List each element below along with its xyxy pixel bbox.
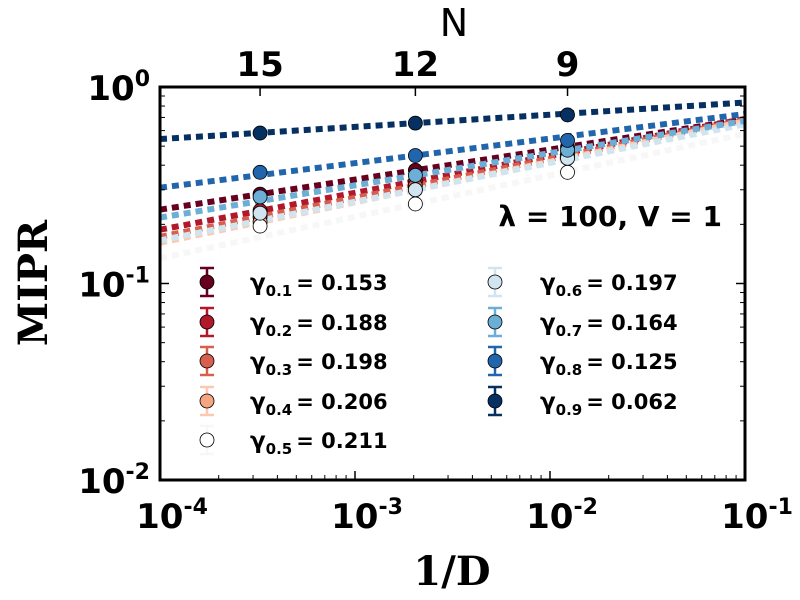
top-axis-title: N — [440, 1, 468, 45]
tick-labels: 10-4 10-3 10-2 10-1 100 10-1 10-2 15 12 9 — [78, 45, 793, 537]
legend-item: γ0.7 = 0.164 — [487, 306, 678, 340]
annotation: λ = 100, V = 1 — [498, 200, 722, 233]
legend: γ0.1 = 0.153 γ0.2 = 0.188 γ0.3 = 0.198 γ0.4 = 0… — [199, 266, 678, 458]
data-point — [407, 148, 423, 163]
legend-item: γ0.6 = 0.197 — [487, 266, 678, 300]
data-point — [252, 189, 268, 205]
fit-line-5 — [160, 130, 745, 262]
top-tick-label: 15 — [236, 45, 283, 85]
legend-item: γ0.1 = 0.153 — [199, 266, 388, 300]
legend-marker — [199, 353, 215, 369]
data-point — [407, 196, 423, 212]
data-point — [560, 107, 575, 123]
y-tick-label: 10-2 — [78, 460, 150, 502]
legend-label: γ0.8 = 0.125 — [540, 349, 678, 379]
legend-marker — [487, 314, 503, 330]
legend-item: γ0.2 = 0.188 — [199, 306, 388, 340]
legend-item: γ0.5 = 0.211 — [199, 424, 388, 458]
legend-label: γ0.9 = 0.062 — [540, 389, 678, 419]
data-point — [407, 167, 423, 183]
legend-marker — [487, 353, 503, 369]
legend-marker — [199, 432, 215, 448]
data-point — [407, 182, 423, 198]
top-tick-label: 12 — [392, 45, 439, 85]
legend-item: γ0.9 = 0.062 — [487, 385, 678, 419]
legend-label: γ0.7 = 0.164 — [540, 310, 678, 340]
legend-item: γ0.3 = 0.198 — [199, 345, 388, 379]
x-tick-label: 10-4 — [136, 495, 208, 537]
legend-marker — [199, 314, 215, 330]
axis-ticks — [159, 86, 746, 481]
data-point — [252, 164, 268, 180]
legend-marker — [487, 274, 503, 290]
y-tick-label: 10-1 — [78, 264, 150, 306]
legend-label: γ0.3 = 0.198 — [250, 349, 388, 379]
legend-label: γ0.4 = 0.206 — [250, 389, 388, 419]
x-tick-label: 10-3 — [331, 495, 403, 537]
legend-item: γ0.8 = 0.125 — [487, 345, 678, 379]
x-axis-title: 1/D — [413, 548, 490, 595]
data-point — [407, 115, 423, 131]
legend-marker — [199, 393, 215, 409]
legend-label: γ0.1 = 0.153 — [250, 270, 388, 300]
data-point — [252, 125, 268, 141]
legend-label: γ0.5 = 0.211 — [250, 428, 388, 458]
y-tick-label: 100 — [87, 67, 150, 109]
legend-label: γ0.2 = 0.188 — [250, 310, 388, 340]
data-point — [252, 218, 268, 234]
legend-label: γ0.6 = 0.197 — [540, 270, 678, 300]
top-tick-label: 9 — [556, 45, 580, 85]
data-point — [252, 205, 268, 221]
y-axis-title: MIPR — [10, 219, 57, 346]
legend-marker — [487, 393, 503, 409]
x-tick-label: 10-2 — [526, 495, 598, 537]
data-point — [560, 164, 575, 180]
legend-marker — [199, 274, 215, 290]
fit-lines — [160, 99, 745, 262]
data-point — [560, 132, 575, 148]
x-tick-label: 10-1 — [721, 495, 793, 537]
data-markers — [252, 107, 575, 234]
legend-item: γ0.4 = 0.206 — [199, 385, 388, 419]
